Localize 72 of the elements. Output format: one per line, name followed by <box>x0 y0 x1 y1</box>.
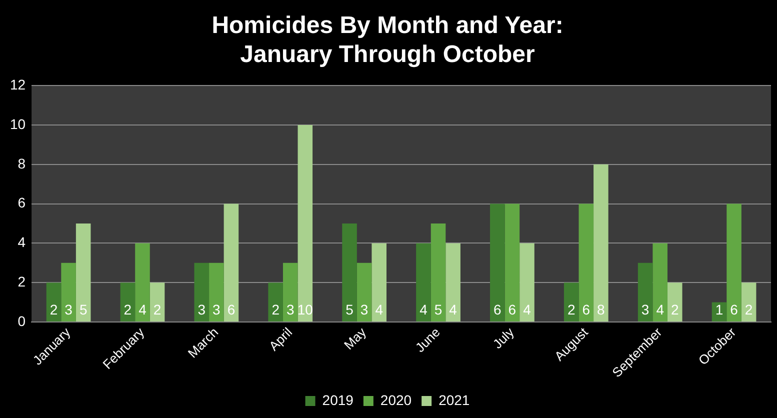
data-label: 4 <box>656 301 664 318</box>
legend-label: 2021 <box>438 392 470 408</box>
data-label: 4 <box>420 301 428 318</box>
data-label: 5 <box>79 301 88 318</box>
bar <box>652 243 668 322</box>
data-label: 3 <box>360 301 368 318</box>
data-label: 10 <box>297 301 314 318</box>
y-tick-label: 6 <box>18 194 26 211</box>
bar <box>416 243 431 322</box>
bar <box>726 204 742 322</box>
bar <box>520 243 534 322</box>
data-label: 3 <box>212 301 221 318</box>
data-label: 2 <box>50 301 58 318</box>
data-label: 2 <box>124 301 132 318</box>
data-label: 2 <box>272 301 280 318</box>
legend-label: 2020 <box>380 392 412 408</box>
bar <box>490 204 505 322</box>
data-label: 4 <box>138 301 147 318</box>
y-tick-label: 12 <box>10 76 26 92</box>
data-label: 5 <box>346 301 354 318</box>
bar <box>150 282 165 322</box>
bar <box>46 282 62 322</box>
bar <box>430 224 446 322</box>
bar <box>282 262 298 322</box>
data-label: 4 <box>375 301 384 318</box>
x-tick-label: May <box>340 324 370 353</box>
data-label: 2 <box>567 301 576 318</box>
data-label: 1 <box>715 301 724 318</box>
bar <box>446 243 460 322</box>
bar <box>268 282 283 322</box>
y-tick-label: 8 <box>18 155 26 172</box>
bar <box>209 262 224 322</box>
data-label: 2 <box>744 301 753 318</box>
bar <box>61 262 76 322</box>
bar <box>638 262 653 322</box>
data-label: 5 <box>434 301 442 318</box>
bar <box>298 125 313 322</box>
bar <box>224 204 239 322</box>
legend-label: 2019 <box>322 392 354 408</box>
data-label: 3 <box>198 301 206 318</box>
data-label: 4 <box>449 301 458 318</box>
bar <box>194 262 210 322</box>
data-label: 8 <box>597 301 606 318</box>
bar <box>76 224 91 322</box>
y-tick-label: 2 <box>18 273 26 290</box>
bar <box>342 224 357 322</box>
bar <box>372 243 386 322</box>
y-tick-label: 4 <box>18 234 26 250</box>
data-label: 6 <box>730 301 738 318</box>
bar <box>504 204 520 322</box>
bar <box>356 262 372 322</box>
data-label: 3 <box>64 301 73 318</box>
data-label: 2 <box>153 301 162 318</box>
bar <box>594 164 608 322</box>
y-tick-label: 10 <box>10 116 26 132</box>
data-label: 6 <box>494 301 502 318</box>
bar <box>135 243 150 322</box>
bar <box>578 204 594 322</box>
bar <box>667 282 682 322</box>
y-tick-label: 0 <box>18 312 26 329</box>
data-label: 4 <box>523 301 532 318</box>
data-label: 3 <box>286 301 294 318</box>
x-tick-label: July <box>490 324 518 352</box>
bar <box>741 282 756 322</box>
bar <box>120 282 136 322</box>
data-label: 2 <box>670 301 679 318</box>
data-label: 6 <box>508 301 516 318</box>
chart-title: Homicides By Month and Year: January Through October <box>212 12 564 68</box>
data-label: 6 <box>582 301 590 318</box>
data-label: 6 <box>227 301 236 318</box>
bar <box>564 282 579 322</box>
data-label: 3 <box>641 301 650 318</box>
